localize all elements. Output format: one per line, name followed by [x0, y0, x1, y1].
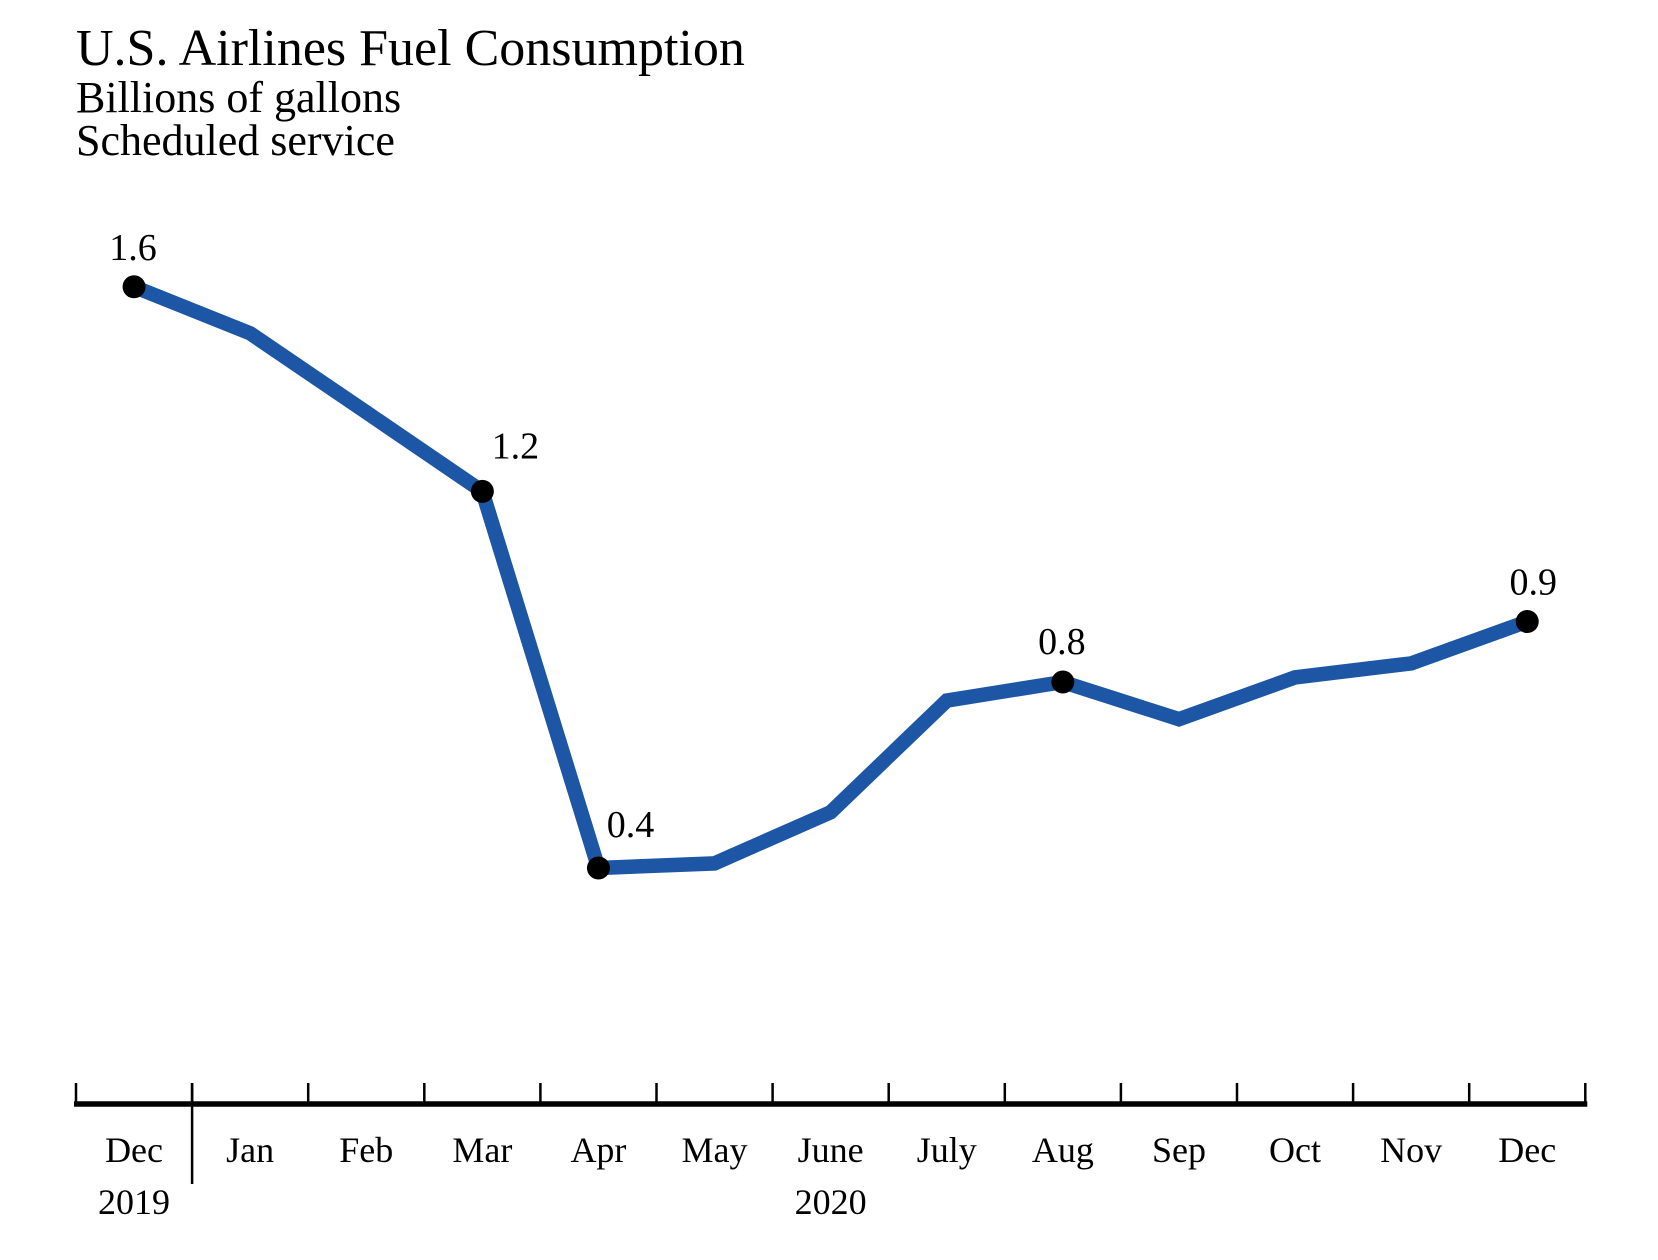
- data-point-label: 1.2: [492, 425, 540, 467]
- data-point-marker: [1515, 610, 1539, 634]
- chart-subtitle-scope: Scheduled service: [76, 116, 395, 165]
- data-point-marker: [470, 479, 494, 503]
- x-axis-month-label: Apr: [570, 1130, 626, 1170]
- data-point-label: 0.4: [607, 804, 655, 846]
- x-axis-month-label: Aug: [1032, 1130, 1094, 1170]
- x-axis-year-label: 2020: [795, 1182, 867, 1222]
- x-axis-month-label: Oct: [1269, 1130, 1321, 1170]
- trend-line: [124, 277, 1537, 876]
- chart-title: U.S. Airlines Fuel Consumption: [76, 20, 745, 77]
- x-axis-month-label: Sep: [1152, 1130, 1206, 1170]
- x-axis-month-label: May: [682, 1130, 748, 1170]
- x-axis-month-label: July: [917, 1130, 977, 1170]
- x-axis-month-label: Dec: [1498, 1130, 1556, 1170]
- data-point-label: 0.8: [1038, 621, 1086, 663]
- x-axis-month-label: Mar: [452, 1130, 512, 1170]
- x-axis-month-label: June: [798, 1130, 864, 1170]
- chart-subtitle-units: Billions of gallons: [76, 73, 402, 122]
- x-axis-month-label: Feb: [339, 1130, 393, 1170]
- data-point-label: 0.9: [1510, 562, 1558, 604]
- x-axis-month-label: Jan: [226, 1130, 274, 1170]
- x-axis-month-label: Nov: [1380, 1130, 1442, 1170]
- data-point-marker: [1051, 670, 1075, 694]
- x-axis-month-label: Dec: [105, 1130, 163, 1170]
- data-point-label: 1.6: [109, 227, 157, 269]
- data-point-marker: [122, 275, 146, 299]
- x-axis-year-label: 2019: [98, 1182, 170, 1222]
- data-point-marker: [586, 856, 610, 880]
